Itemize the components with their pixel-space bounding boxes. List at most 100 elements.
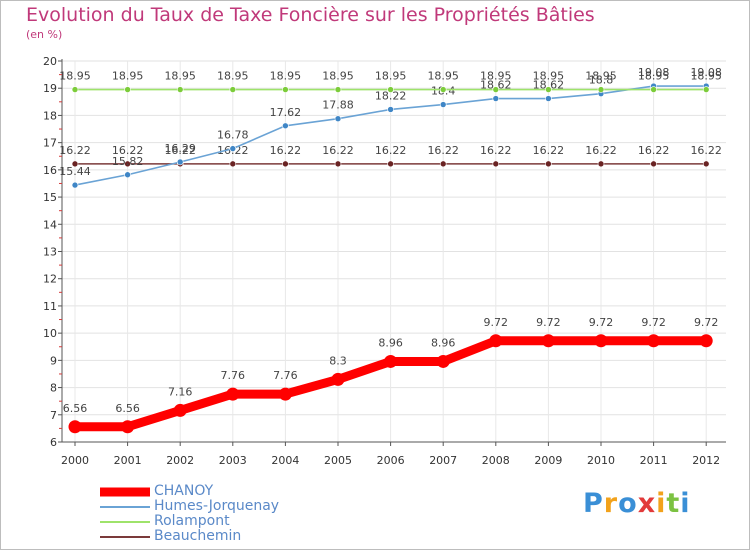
- data-point-rolampont: [545, 86, 552, 93]
- logo-letter: i: [680, 488, 691, 519]
- data-label-rolampont: 18.95: [59, 70, 91, 83]
- proxiti-logo: Proxiti: [583, 488, 691, 519]
- data-point-beauchemin: [439, 160, 447, 168]
- data-point-beauchemin: [597, 160, 605, 168]
- data-point-rolampont: [334, 86, 342, 93]
- data-label-beauchemin: 16.22: [638, 144, 670, 157]
- x-tick-label: 2012: [692, 454, 720, 467]
- data-point-humes-jorquenay: [71, 181, 79, 189]
- data-point-beauchemin: [702, 160, 710, 168]
- data-label-rolampont: 18.95: [217, 70, 249, 83]
- y-tick-label: 7: [50, 409, 57, 422]
- data-point-humes-jorquenay: [439, 101, 447, 108]
- data-label-chanoy: 8.96: [378, 336, 403, 349]
- y-tick-label: 12: [43, 273, 57, 286]
- data-label-chanoy: 7.76: [273, 369, 298, 382]
- data-point-rolampont: [387, 86, 394, 93]
- data-label-beauchemin: 16.22: [59, 144, 91, 157]
- legend-label-rolampont: Rolampont: [154, 513, 230, 529]
- data-label-chanoy: 9.72: [484, 316, 509, 329]
- data-label-beauchemin: 16.22: [533, 144, 565, 157]
- y-tick-label: 8: [50, 382, 57, 395]
- data-point-rolampont: [124, 86, 131, 93]
- data-label-rolampont: 18.95: [427, 70, 459, 83]
- x-tick-label: 2007: [429, 454, 457, 467]
- data-point-beauchemin: [229, 160, 237, 168]
- y-tick-label: 11: [43, 300, 57, 313]
- data-point-chanoy: [121, 420, 135, 434]
- y-tick-label: 6: [50, 436, 57, 449]
- data-point-beauchemin: [334, 160, 342, 168]
- data-point-chanoy: [173, 403, 187, 417]
- data-point-beauchemin: [545, 160, 552, 168]
- data-label-chanoy: 8.3: [329, 354, 347, 367]
- data-label-humes-jorquenay: 18.62: [480, 79, 512, 92]
- x-tick-label: 2001: [114, 454, 142, 467]
- data-point-chanoy: [331, 372, 345, 386]
- data-label-chanoy: 8.96: [431, 336, 456, 349]
- data-point-rolampont: [597, 86, 605, 93]
- data-label-beauchemin: 16.22: [164, 144, 196, 157]
- data-point-humes-jorquenay: [229, 145, 237, 152]
- data-label-humes-jorquenay: 18.62: [533, 79, 565, 92]
- data-label-rolampont: 18.95: [585, 70, 617, 83]
- data-label-chanoy: 6.56: [115, 402, 140, 415]
- y-tick-label: 17: [43, 137, 57, 150]
- data-point-chanoy: [68, 420, 82, 434]
- data-point-humes-jorquenay: [492, 95, 500, 102]
- data-label-rolampont: 18.95: [112, 70, 144, 83]
- x-tick-label: 2009: [534, 454, 562, 467]
- x-tick-label: 2000: [61, 454, 89, 467]
- data-point-chanoy: [384, 354, 398, 368]
- data-label-rolampont: 18.95: [164, 70, 196, 83]
- data-label-humes-jorquenay: 15.44: [59, 165, 91, 178]
- data-label-humes-jorquenay: 16.78: [217, 129, 249, 142]
- legend-swatch-humes-jorquenay: [100, 505, 150, 508]
- y-tick-label: 10: [43, 327, 57, 340]
- legend-label-chanoy: CHANOY: [154, 483, 214, 499]
- data-label-humes-jorquenay: 18.22: [375, 89, 407, 102]
- data-label-beauchemin: 16.22: [427, 144, 459, 157]
- data-point-beauchemin: [650, 160, 657, 168]
- data-label-humes-jorquenay: 15.82: [112, 155, 144, 168]
- data-label-rolampont: 18.95: [375, 70, 407, 83]
- legend-label-humes-jorquenay: Humes-Jorquenay: [154, 498, 280, 514]
- data-point-rolampont: [650, 86, 657, 93]
- data-point-chanoy: [278, 387, 292, 401]
- legend-swatch-rolampont: [100, 520, 150, 523]
- data-point-chanoy: [226, 387, 240, 401]
- y-tick-label: 13: [43, 246, 57, 259]
- legend-label-beauchemin: Beauchemin: [154, 528, 242, 544]
- data-label-beauchemin: 16.22: [322, 144, 354, 157]
- data-point-humes-jorquenay: [334, 115, 342, 122]
- logo-letter: t: [666, 488, 681, 519]
- data-label-chanoy: 9.72: [536, 316, 561, 329]
- logo-letter: r: [603, 488, 619, 519]
- x-tick-label: 2011: [640, 454, 668, 467]
- y-tick-label: 14: [43, 218, 57, 231]
- y-tick-label: 15: [43, 191, 57, 204]
- data-point-rolampont: [71, 86, 79, 93]
- data-point-beauchemin: [387, 160, 394, 168]
- data-label-chanoy: 9.72: [641, 316, 666, 329]
- data-label-rolampont: 18.95: [690, 70, 722, 83]
- data-point-rolampont: [282, 86, 289, 93]
- y-tick-label: 16: [43, 164, 57, 177]
- data-point-beauchemin: [71, 160, 79, 168]
- data-point-beauchemin: [124, 160, 131, 168]
- x-tick-label: 2005: [324, 454, 352, 467]
- data-point-rolampont: [492, 86, 500, 93]
- logo-letter: x: [637, 488, 657, 519]
- data-label-beauchemin: 16.22: [112, 144, 144, 157]
- y-tick-label: 19: [43, 82, 57, 95]
- data-label-chanoy: 6.56: [63, 402, 88, 415]
- data-label-beauchemin: 16.22: [270, 144, 302, 157]
- x-tick-label: 2008: [482, 454, 510, 467]
- x-tick-label: 2010: [587, 454, 615, 467]
- x-tick-label: 2003: [219, 454, 247, 467]
- chart-title: Evolution du Taux de Taxe Foncière sur l…: [26, 4, 595, 26]
- x-tick-label: 2006: [377, 454, 405, 467]
- data-label-rolampont: 18.95: [533, 70, 565, 83]
